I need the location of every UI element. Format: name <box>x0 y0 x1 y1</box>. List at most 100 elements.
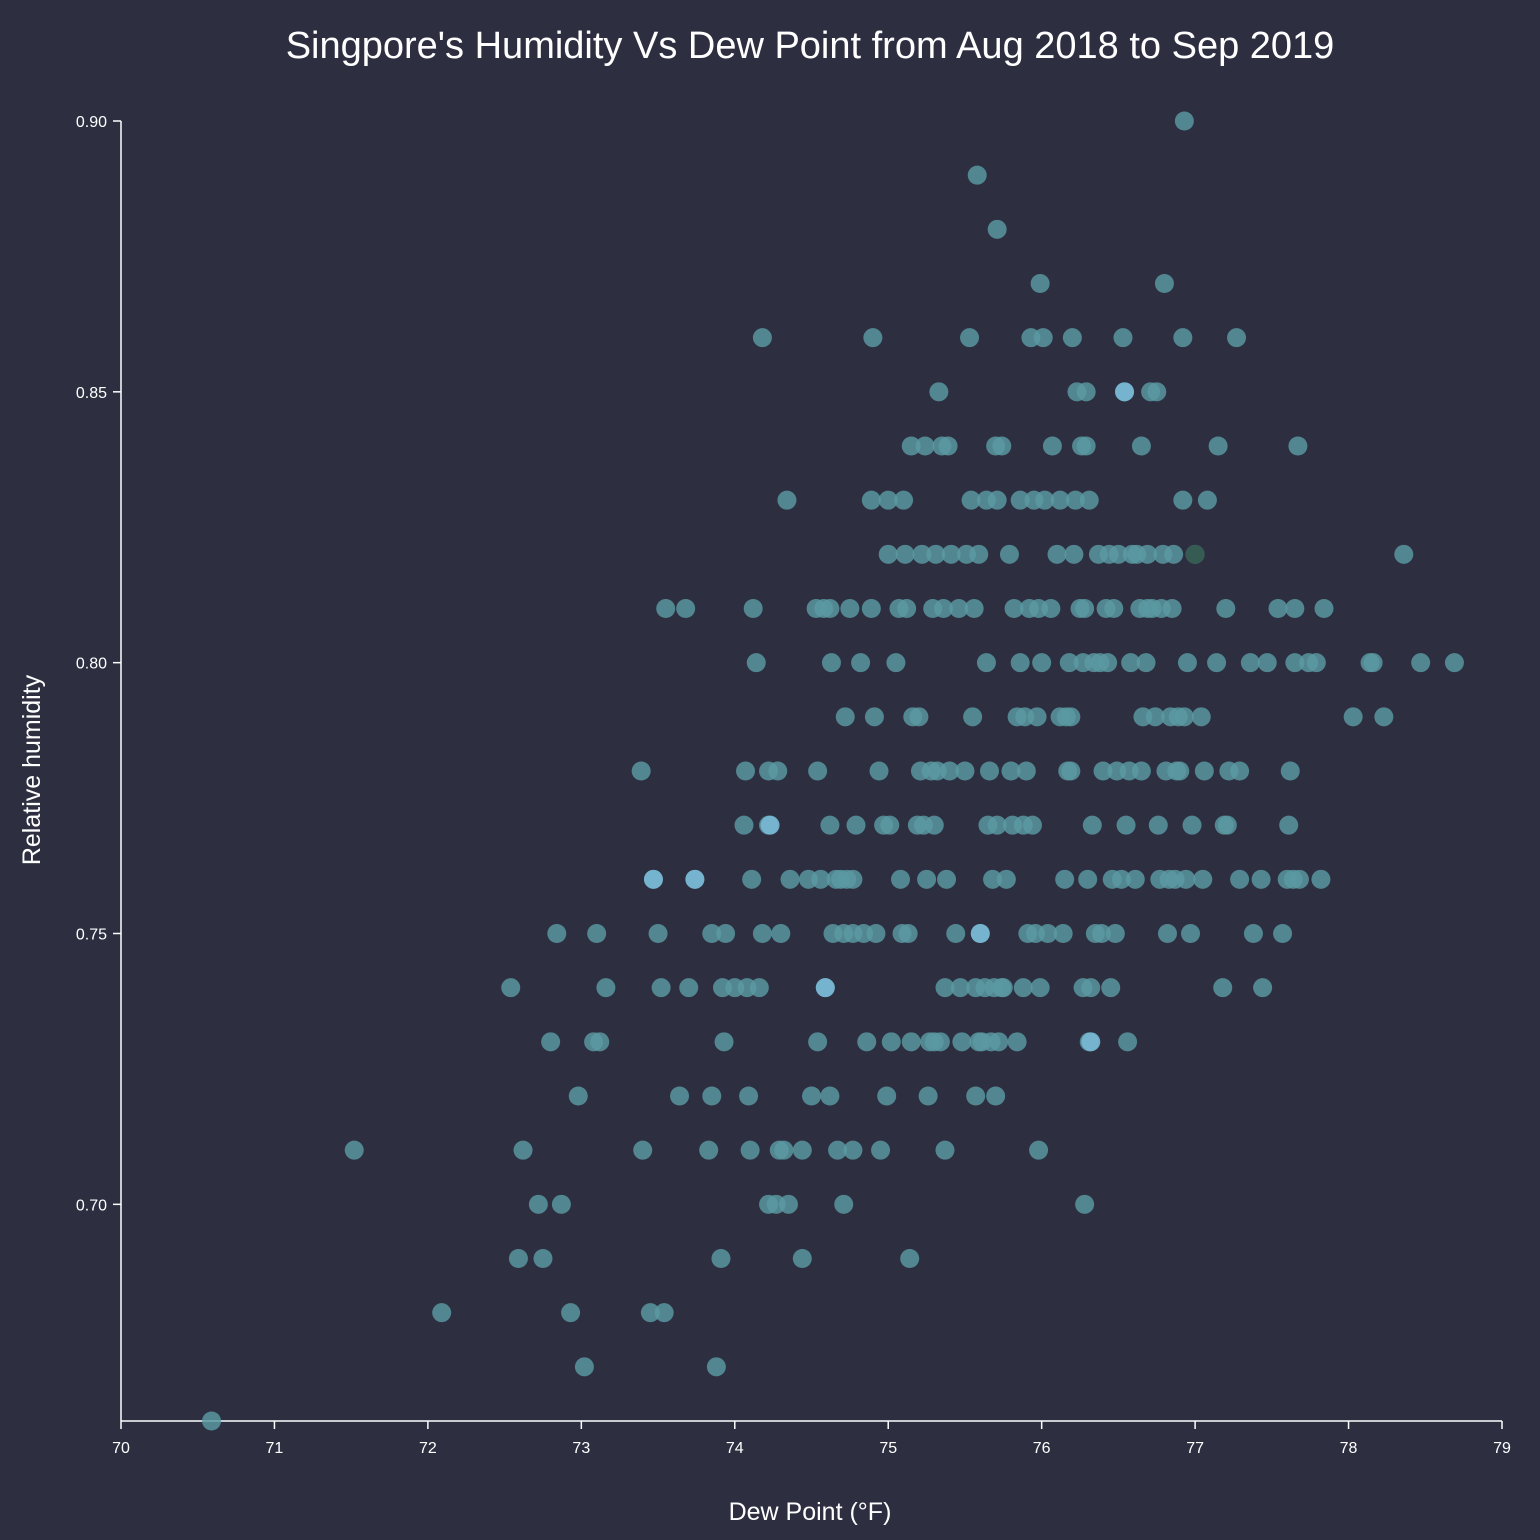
x-tick-label: 72 <box>419 1440 437 1457</box>
scatter-point <box>1306 653 1326 673</box>
scatter-point <box>1001 761 1021 781</box>
scatter-point <box>792 1140 812 1160</box>
scatter-point <box>895 544 915 564</box>
scatter-point <box>935 1140 955 1160</box>
scatter-point <box>742 869 762 889</box>
x-tick-label: 76 <box>1033 1440 1051 1457</box>
scatter-point <box>894 490 914 510</box>
scatter-point <box>1207 653 1227 673</box>
scatter-point <box>1148 815 1168 835</box>
scatter-point <box>1101 978 1121 998</box>
scatter-point <box>834 1194 854 1214</box>
scatter-point <box>901 1032 921 1052</box>
scatter-point <box>706 1357 726 1377</box>
scatter-point <box>1181 924 1201 943</box>
scatter-point <box>640 1303 660 1323</box>
scatter-point <box>846 815 866 835</box>
scatter-point <box>743 599 763 618</box>
scatter-point <box>802 1086 821 1106</box>
scatter-point <box>1240 653 1260 673</box>
scatter-point <box>938 436 958 456</box>
scatter-point <box>949 599 969 618</box>
scatter-point <box>1092 924 1112 943</box>
scatter-point <box>1047 544 1067 564</box>
scatter-point <box>969 544 989 564</box>
scatter-point <box>778 1194 798 1214</box>
scatter-point <box>1076 382 1096 402</box>
scatter-point <box>1041 599 1061 618</box>
y-axis-label: Relative humidity <box>18 674 46 865</box>
x-tick-label: 77 <box>1186 1440 1204 1457</box>
scatter-point <box>685 869 705 889</box>
scatter-point <box>1013 978 1033 998</box>
x-tick-label: 73 <box>572 1440 590 1457</box>
scatter-point <box>1050 490 1070 510</box>
scatter-point <box>1230 761 1250 781</box>
scatter-point <box>1230 869 1250 889</box>
scatter-point <box>1125 869 1145 889</box>
scatter-point <box>1059 653 1079 673</box>
scatter-point <box>1182 815 1202 835</box>
scatter-point <box>1010 490 1030 510</box>
scatter-point <box>587 924 607 943</box>
x-tick-label: 70 <box>112 1440 130 1457</box>
scatter-point <box>1311 869 1331 889</box>
scatter-point <box>996 869 1016 889</box>
scatter-point <box>1154 274 1174 293</box>
scatter-point <box>946 924 966 943</box>
scatter-point <box>561 1303 581 1323</box>
scatter-point <box>1061 761 1081 781</box>
scatter-point <box>1174 111 1194 131</box>
scatter-point <box>1105 924 1125 943</box>
scatter-point <box>901 436 921 456</box>
scatter-point <box>1273 924 1293 943</box>
scatter-point <box>1061 707 1081 727</box>
scatter-point <box>679 978 699 998</box>
scatter-point <box>967 165 987 185</box>
scatter-point <box>1191 707 1211 727</box>
scatter-point <box>574 1357 594 1377</box>
scatter-point <box>820 815 840 835</box>
scatter-point <box>843 1140 863 1160</box>
scatter-point <box>1076 436 1096 456</box>
scatter-point <box>1208 436 1228 456</box>
scatter-point <box>344 1140 364 1160</box>
scatter-point <box>1016 761 1036 781</box>
scatter-point <box>989 1032 1009 1052</box>
scatter-point <box>1243 924 1263 943</box>
scatter-point <box>1343 707 1363 727</box>
scatter-point <box>1065 490 1085 510</box>
x-tick-label: 79 <box>1493 1440 1511 1457</box>
scatter-point <box>878 544 898 564</box>
scatter-point <box>935 978 955 998</box>
scatter-point <box>541 1032 561 1052</box>
scatter-point <box>736 761 756 781</box>
scatter-point <box>915 436 935 456</box>
scatter-point <box>1027 707 1047 727</box>
scatter-point <box>780 869 800 889</box>
scatter-point <box>1062 328 1082 348</box>
scatter-point <box>992 436 1012 456</box>
x-ticks: 70 71 72 73 74 75 76 77 78 79 <box>112 1421 1511 1457</box>
scatter-point <box>898 924 918 943</box>
scatter-point <box>547 924 567 943</box>
scatter-point <box>1035 490 1055 510</box>
scatter-point <box>900 1249 920 1268</box>
chart-title: Singpore's Humidity Vs Dew Point from Au… <box>286 25 1335 67</box>
scatter-point <box>1131 761 1151 781</box>
scatter-point <box>1104 599 1124 618</box>
scatter-point <box>950 978 970 998</box>
scatter-point <box>590 1032 610 1052</box>
scatter-point <box>993 978 1013 998</box>
scatter-point <box>740 1140 760 1160</box>
scatter-point <box>952 1032 972 1052</box>
scatter-point <box>651 978 671 998</box>
scatter-point <box>983 869 1003 889</box>
scatter-point <box>1131 436 1151 456</box>
scatter-point <box>1145 707 1165 727</box>
scatter-point <box>1042 436 1062 456</box>
scatter-point <box>1030 978 1050 998</box>
scatter-point <box>711 1249 731 1268</box>
scatter-point <box>1093 761 1113 781</box>
scatter-point <box>1177 653 1197 673</box>
